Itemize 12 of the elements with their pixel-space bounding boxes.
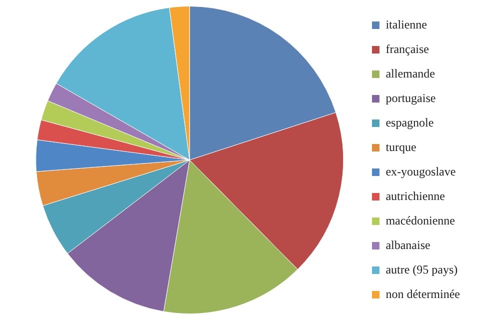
legend-label: non déterminée <box>386 286 460 301</box>
legend-label: turque <box>386 140 416 154</box>
legend-label: allemande <box>386 66 436 80</box>
legend-label: autre (95 pays) <box>386 262 458 276</box>
legend-label: française <box>386 42 430 56</box>
legend-label: italienne <box>386 17 428 32</box>
legend-label: autrichienne <box>386 188 446 203</box>
legend-label: portugaise <box>386 90 436 105</box>
legend-label: espagnole <box>386 115 434 130</box>
legend-label: albanaise <box>386 238 430 252</box>
legend-label: macédonienne <box>386 213 456 228</box>
legend-label: ex-yougoslave <box>386 164 456 178</box>
